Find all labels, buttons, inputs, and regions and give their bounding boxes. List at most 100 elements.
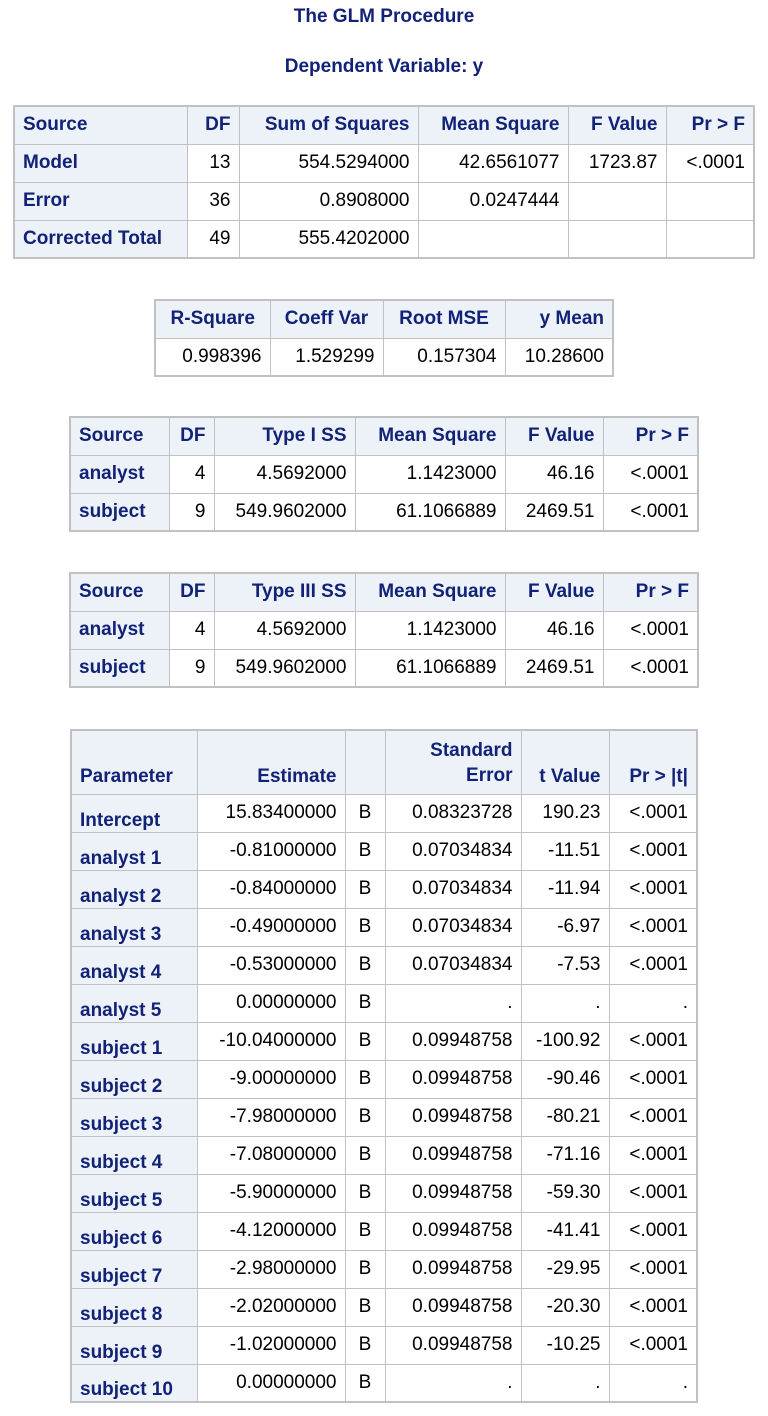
column-header: F Value [504,416,604,456]
table-cell: 190.23 [520,793,610,833]
table-cell: -29.95 [520,1249,610,1289]
column-header: F Value [567,105,667,145]
table-cell: <.0001 [608,1249,698,1289]
column-header: Mean Square [354,572,506,612]
column-header: Estimate [196,729,346,795]
table-cell: 0.09948758 [384,1059,522,1099]
table-cell: B [344,1249,386,1289]
table-cell: B [344,869,386,909]
table-cell: B [344,1287,386,1327]
table-cell: 10.28600 [504,337,614,377]
table-row: subject 9 549.9602000 61.1066889 2469.51… [69,648,699,688]
anova-table: Source DF Sum of Squares Mean Square F V… [13,105,755,259]
column-header: F Value [504,572,604,612]
table-header-row: Source DF Type I SS Mean Square F Value … [69,416,699,456]
table-cell: B [344,1021,386,1061]
table-cell: 2469.51 [504,492,604,532]
table-cell: B [344,1325,386,1365]
column-header [344,729,386,795]
table-cell [417,219,569,259]
procedure-title: The GLM Procedure [293,6,475,27]
column-header: Pr > F [602,572,699,612]
row-header: subject 5 [70,1173,198,1213]
table-cell: 0.07034834 [384,869,522,909]
table-cell: -0.53000000 [196,945,346,985]
table-cell: 2469.51 [504,648,604,688]
table-cell: 4.5692000 [213,454,356,494]
row-header: analyst 4 [70,945,198,985]
row-header: Intercept [70,793,198,833]
table-row: 0.998396 1.529299 0.157304 10.28600 [154,337,614,377]
table-cell: 49 [186,219,240,259]
column-header: Mean Square [354,416,506,456]
table-cell: <.0001 [608,907,698,947]
dependent-variable-title: Dependent Variable: y [284,56,484,77]
table-row: Intercept 15.83400000 B 0.08323728 190.23 <.0… [70,793,698,833]
table-cell: B [344,1097,386,1137]
row-header: subject 9 [70,1325,198,1365]
table-cell: B [344,831,386,871]
column-header: Mean Square [417,105,569,145]
table-cell: 0.08323728 [384,793,522,833]
table-cell: 1.1423000 [354,610,506,650]
table-row: Error 36 0.8908000 0.0247444 [13,181,755,221]
table-cell: . [520,1363,610,1403]
table-cell: . [384,1363,522,1403]
column-header: Type III SS [213,572,356,612]
table-cell: 61.1066889 [354,492,506,532]
table-cell: 0.07034834 [384,907,522,947]
table-cell: <.0001 [602,610,699,650]
table-cell: 36 [186,181,240,221]
row-header: subject 1 [70,1021,198,1061]
table-cell: -90.46 [520,1059,610,1099]
column-header: DF [168,572,215,612]
table-cell: 42.6561077 [417,143,569,183]
row-header: Corrected Total [13,219,188,259]
table-cell: -0.84000000 [196,869,346,909]
table-cell: 554.5294000 [238,143,419,183]
table-cell: 0.07034834 [384,831,522,871]
table-row: subject 7 -2.98000000 B 0.09948758 -29.95 <.0… [70,1249,698,1289]
column-header: Coeff Var [269,299,384,339]
column-header: Source [69,572,170,612]
table-cell: 61.1066889 [354,648,506,688]
table-row: subject 3 -7.98000000 B 0.09948758 -80.21 <.0… [70,1097,698,1137]
column-header: R-Square [154,299,271,339]
table-cell: . [520,983,610,1023]
table-cell: <.0001 [608,793,698,833]
table-cell: -4.12000000 [196,1211,346,1251]
standard-error-header-line2: Error [466,764,513,786]
column-header: Standard Error [384,729,522,795]
table-cell [567,219,667,259]
table-row: analyst 4 4.5692000 1.1423000 46.16 <.00… [69,454,699,494]
table-row: subject 4 -7.08000000 B 0.09948758 -71.16 <.0… [70,1135,698,1175]
column-header: y Mean [504,299,614,339]
fit-statistics-table: R-Square Coeff Var Root MSE y Mean 0.998… [154,299,614,377]
row-header: Model [13,143,188,183]
table-cell: <.0001 [608,1135,698,1175]
table-cell: -0.81000000 [196,831,346,871]
column-header: Pr > F [665,105,755,145]
table-row: analyst 4 -0.53000000 B 0.07034834 -7.53 <.00… [70,945,698,985]
table-cell: 13 [186,143,240,183]
table-cell: <.0001 [608,1173,698,1213]
table-cell: -6.97 [520,907,610,947]
table-cell: -7.53 [520,945,610,985]
table-cell: 549.9602000 [213,492,356,532]
table-cell: <.0001 [602,648,699,688]
column-header: Pr > |t| [608,729,698,795]
table-cell [665,219,755,259]
table-header-row: Parameter Estimate Standard Error t Value… [70,729,698,795]
standard-error-header-line1: Standard [430,739,513,761]
table-cell: . [608,1363,698,1403]
table-cell: -2.02000000 [196,1287,346,1327]
table-cell: B [344,793,386,833]
table-cell: 1.529299 [269,337,384,377]
table-cell: 555.4202000 [238,219,419,259]
table-cell: B [344,1135,386,1175]
table-row: subject 2 -9.00000000 B 0.09948758 -90.46 <.0… [70,1059,698,1099]
table-cell: -71.16 [520,1135,610,1175]
table-cell: -9.00000000 [196,1059,346,1099]
table-row: subject 1 -10.04000000 B 0.09948758 -100.92 <… [70,1021,698,1061]
table-cell: <.0001 [608,1097,698,1137]
